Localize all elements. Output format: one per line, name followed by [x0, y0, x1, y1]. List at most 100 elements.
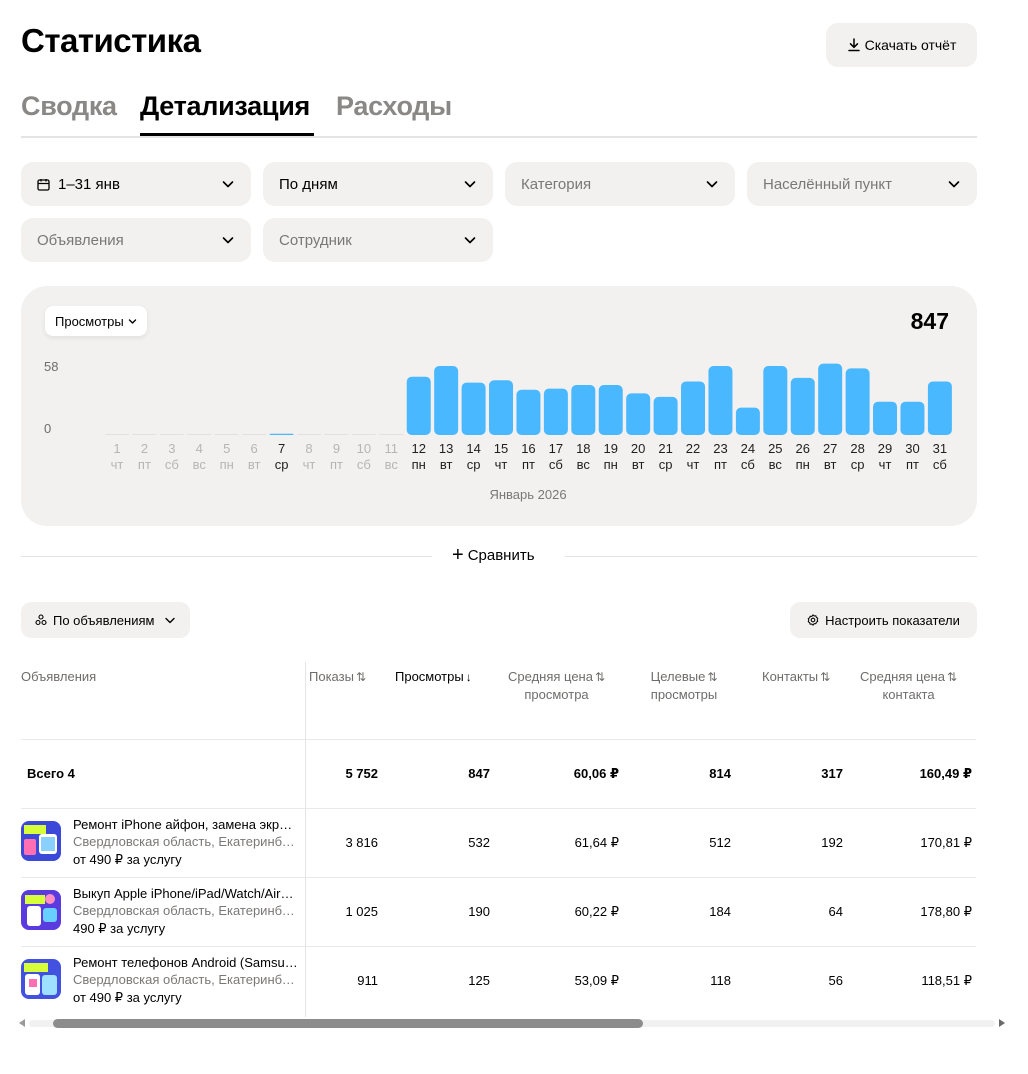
x-tick-weekday: вс — [193, 457, 207, 472]
chart-bar — [351, 434, 376, 435]
column-header-avg-view-price[interactable]: Средняя цена ⇅ просмотра — [508, 668, 605, 703]
tab-details[interactable]: Детализация — [140, 91, 310, 121]
download-report-button[interactable]: Скачать отчёт — [826, 23, 977, 67]
chart-bar — [735, 407, 760, 435]
chart-bar — [489, 380, 514, 435]
ad-price: от 490 ₽ за услугу — [73, 852, 182, 867]
chevron-down-icon — [706, 181, 718, 188]
x-tick-day: 9 — [333, 441, 340, 456]
category-filter[interactable]: Категория — [505, 162, 735, 206]
row-impressions: 911 — [357, 973, 378, 988]
chevron-down-icon — [128, 318, 136, 324]
x-tick-weekday: ср — [851, 457, 865, 472]
x-tick-day: 14 — [466, 441, 480, 456]
sticky-column-divider — [305, 662, 306, 1017]
x-tick-day: 20 — [631, 441, 645, 456]
x-tick-weekday: вс — [385, 457, 399, 472]
x-tick-day: 5 — [223, 441, 230, 456]
chart-bar — [187, 434, 212, 435]
chart-bar — [626, 393, 651, 435]
column-header-target-views[interactable]: Целевые ⇅ просмотры — [638, 668, 730, 703]
ads-filter-placeholder: Объявления — [37, 231, 124, 249]
ad-region: Свердловская область, Екатеринбург — [73, 903, 298, 918]
x-tick-weekday: вт — [248, 457, 261, 472]
column-header-contacts-label: Контакты — [762, 669, 819, 684]
x-tick-day: 30 — [905, 441, 919, 456]
y-tick-label: 58 — [44, 359, 58, 374]
x-tick-day: 13 — [439, 441, 453, 456]
sort-icon: ⇅ — [946, 670, 958, 684]
scrollbar-thumb[interactable] — [53, 1019, 643, 1028]
ad-title[interactable]: Выкуп Apple iPhone/iPad/Watch/AirPods — [73, 886, 298, 901]
compare-label: Сравнить — [467, 546, 535, 564]
column-header-target-views-line2: просмотры — [650, 687, 718, 702]
gear-icon — [807, 614, 819, 626]
period-filter[interactable]: 1–31 янв — [21, 162, 251, 206]
metric-select[interactable]: Просмотры — [45, 306, 147, 336]
download-report-label: Скачать отчёт — [864, 37, 957, 53]
scroll-right-arrow[interactable] — [999, 1019, 1005, 1027]
row-avg-view-price: 53,09 ₽ — [574, 973, 619, 988]
chart-bar — [516, 389, 541, 435]
download-icon — [847, 38, 860, 52]
x-tick-weekday: пн — [604, 457, 618, 472]
chart-bar — [763, 366, 788, 435]
chevron-down-icon — [464, 237, 476, 244]
employee-filter[interactable]: Сотрудник — [263, 218, 493, 262]
chevron-down-icon — [948, 181, 960, 188]
scroll-left-arrow[interactable] — [19, 1019, 25, 1027]
x-tick-day: 7 — [278, 441, 285, 456]
granularity-filter[interactable]: По дням — [263, 162, 493, 206]
configure-metrics-label: Настроить показатели — [825, 612, 960, 628]
chart-bar — [900, 401, 925, 435]
horizontal-scrollbar[interactable] — [17, 1016, 1007, 1030]
table-row[interactable]: Ремонт телефонов Android (Samsung) Сверд… — [21, 946, 976, 1015]
column-header-avg-contact-price[interactable]: Средняя цена ⇅ контакта — [860, 668, 957, 703]
x-tick-day: 17 — [549, 441, 563, 456]
x-tick-weekday: пт — [522, 457, 535, 472]
ad-title[interactable]: Ремонт телефонов Android (Samsung) — [73, 955, 298, 970]
group-by-value: По объявлениям — [53, 612, 155, 628]
tab-summary[interactable]: Сводка — [21, 91, 117, 121]
table-row[interactable]: Ремонт iPhone айфон, замена экрана Сверд… — [21, 808, 976, 877]
x-tick-weekday: пт — [330, 457, 343, 472]
x-tick-weekday: сб — [549, 457, 563, 472]
row-contacts: 192 — [821, 835, 843, 850]
x-tick-day: 22 — [686, 441, 700, 456]
x-tick-weekday: пн — [796, 457, 810, 472]
column-header-avg-view-price-line2: просмотра — [524, 687, 589, 702]
compare-button[interactable]: + Сравнить — [452, 545, 535, 565]
chart-bar — [461, 382, 486, 435]
chart-bar — [269, 433, 294, 435]
ad-title[interactable]: Ремонт iPhone айфон, замена экрана — [73, 817, 298, 832]
tab-expenses[interactable]: Расходы — [336, 91, 452, 121]
x-tick-weekday: пн — [412, 457, 426, 472]
chart-bar — [927, 381, 952, 435]
total-contacts: 317 — [821, 766, 843, 781]
chart-bar — [543, 388, 568, 435]
column-header-views[interactable]: Просмотры ↓ — [395, 668, 472, 686]
period-filter-value: 1–31 янв — [58, 175, 120, 193]
column-header-impressions[interactable]: Показы ⇅ — [309, 668, 366, 686]
chart-bar — [653, 396, 678, 435]
x-tick-day: 24 — [741, 441, 755, 456]
chevron-down-icon — [222, 237, 234, 244]
column-header-contacts[interactable]: Контакты ⇅ — [762, 668, 830, 686]
x-tick-day: 16 — [521, 441, 535, 456]
sort-icon: ⇅ — [355, 670, 366, 684]
table-row[interactable]: Выкуп Apple iPhone/iPad/Watch/AirPods Св… — [21, 877, 976, 946]
x-tick-weekday: чт — [303, 457, 316, 472]
city-filter[interactable]: Населённый пункт — [747, 162, 977, 206]
employee-filter-placeholder: Сотрудник — [279, 231, 352, 249]
chart-bar — [571, 385, 596, 435]
ad-thumbnail — [21, 890, 61, 930]
total-views: 847 — [468, 766, 490, 781]
ad-price: 490 ₽ за услугу — [73, 921, 166, 936]
configure-metrics-button[interactable]: Настроить показатели — [790, 602, 977, 638]
active-tab-indicator — [140, 133, 314, 136]
x-tick-day: 4 — [196, 441, 203, 456]
total-impressions: 5 752 — [345, 766, 378, 781]
x-tick-day: 28 — [850, 441, 864, 456]
group-by-select[interactable]: По объявлениям — [21, 602, 191, 638]
ads-filter[interactable]: Объявления — [21, 218, 251, 262]
